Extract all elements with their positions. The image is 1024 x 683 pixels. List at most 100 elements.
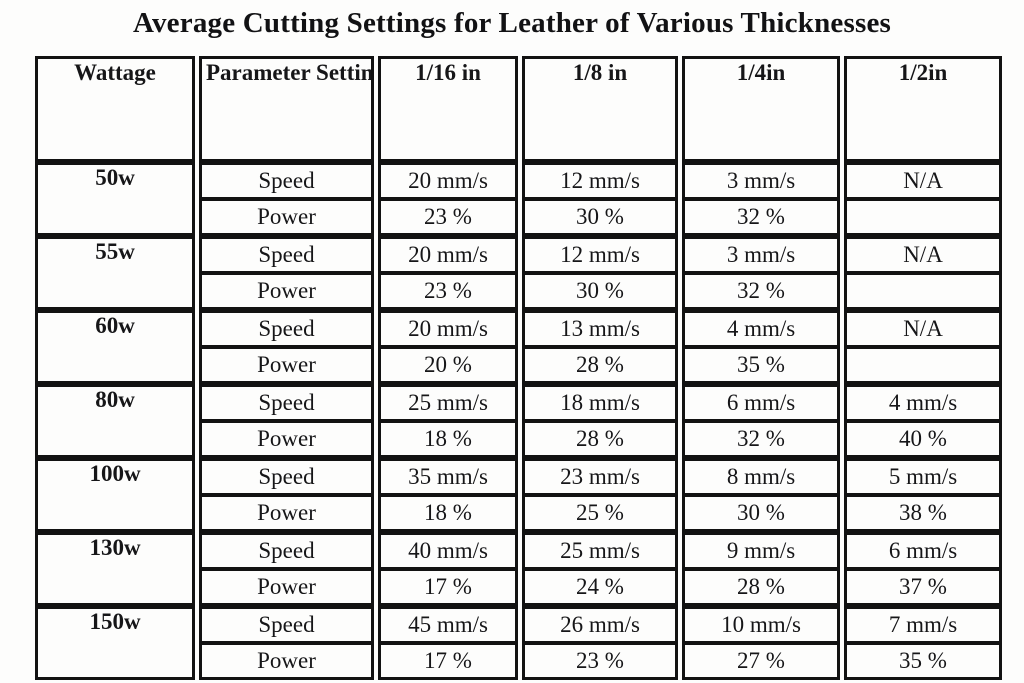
wattage-cell: 55w [35, 236, 195, 310]
value-cell: 3 mm/s [682, 236, 840, 273]
value-cell: 30 % [682, 495, 840, 532]
param-label-cell: Power [199, 495, 374, 532]
value-cell: 13 mm/s [522, 310, 678, 347]
value-cell: 38 % [844, 495, 1002, 532]
param-label-cell: Power [199, 199, 374, 236]
param-label-cell: Speed [199, 458, 374, 495]
value-cell: 24 % [522, 569, 678, 606]
value-cell: 9 mm/s [682, 532, 840, 569]
value-cell: 23 % [378, 199, 518, 236]
value-cell: 25 mm/s [522, 532, 678, 569]
value-cell: 7 mm/s [844, 606, 1002, 643]
header-1-2in: 1/2in [844, 56, 1002, 162]
wattage-cell: 50w [35, 162, 195, 236]
value-cell: N/A [844, 162, 1002, 199]
header-wattage: Wattage [35, 56, 195, 162]
param-label-cell: Speed [199, 384, 374, 421]
value-cell: 25 % [522, 495, 678, 532]
value-cell: 28 % [682, 569, 840, 606]
value-cell: 18 mm/s [522, 384, 678, 421]
table-row: Power 17 % 24 % 28 % 37 % [35, 569, 1002, 606]
value-cell: 23 % [378, 273, 518, 310]
table-title: Average Cutting Settings for Leather of … [132, 7, 892, 39]
param-label-cell: Speed [199, 532, 374, 569]
table-row: Power 17 % 23 % 27 % 35 % [35, 643, 1002, 680]
value-cell: 3 mm/s [682, 162, 840, 199]
value-cell: 30 % [522, 273, 678, 310]
table-row: 130w Speed 40 mm/s 25 mm/s 9 mm/s 6 mm/s [35, 532, 1002, 606]
table-row: Power 18 % 25 % 30 % 38 % [35, 495, 1002, 532]
value-cell [844, 347, 1002, 384]
value-cell: N/A [844, 236, 1002, 273]
header-row: Wattage Parameter Settings 1/16 in 1/8 i… [35, 56, 1002, 162]
value-cell [844, 273, 1002, 310]
table-row: Power 20 % 28 % 35 % [35, 347, 1002, 384]
header-1-4in: 1/4in [682, 56, 840, 162]
param-label-cell: Speed [199, 162, 374, 199]
table-row: 80w Speed 25 mm/s 18 mm/s 6 mm/s 4 mm/s [35, 384, 1002, 458]
param-label-cell: Power [199, 273, 374, 310]
value-cell: 45 mm/s [378, 606, 518, 643]
value-cell: 32 % [682, 273, 840, 310]
value-cell: 10 mm/s [682, 606, 840, 643]
value-cell: N/A [844, 310, 1002, 347]
header-1-8in: 1/8 in [522, 56, 678, 162]
value-cell: 4 mm/s [844, 384, 1002, 421]
wattage-cell: 130w [35, 532, 195, 606]
param-label-cell: Speed [199, 236, 374, 273]
value-cell: 40 mm/s [378, 532, 518, 569]
value-cell: 8 mm/s [682, 458, 840, 495]
param-label-cell: Power [199, 569, 374, 606]
value-cell: 30 % [522, 199, 678, 236]
value-cell: 35 mm/s [378, 458, 518, 495]
header-parameter-settings: Parameter Settings [199, 56, 374, 162]
value-cell: 20 mm/s [378, 236, 518, 273]
value-cell: 23 % [522, 643, 678, 680]
value-cell [844, 199, 1002, 236]
table-row: 55w Speed 20 mm/s 12 mm/s 3 mm/s N/A [35, 236, 1002, 310]
param-label-cell: Speed [199, 606, 374, 643]
value-cell: 28 % [522, 347, 678, 384]
value-cell: 35 % [682, 347, 840, 384]
header-1-16in: 1/16 in [378, 56, 518, 162]
value-cell: 6 mm/s [682, 384, 840, 421]
value-cell: 4 mm/s [682, 310, 840, 347]
wattage-cell: 80w [35, 384, 195, 458]
cutting-settings-table: Wattage Parameter Settings 1/16 in 1/8 i… [31, 56, 1006, 680]
param-label-cell: Speed [199, 310, 374, 347]
value-cell: 27 % [682, 643, 840, 680]
value-cell: 18 % [378, 421, 518, 458]
value-cell: 18 % [378, 495, 518, 532]
wattage-cell: 150w [35, 606, 195, 680]
value-cell: 28 % [522, 421, 678, 458]
value-cell: 32 % [682, 199, 840, 236]
table-row: Power 23 % 30 % 32 % [35, 199, 1002, 236]
table-row: 60w Speed 20 mm/s 13 mm/s 4 mm/s N/A [35, 310, 1002, 384]
table-row: Power 23 % 30 % 32 % [35, 273, 1002, 310]
value-cell: 26 mm/s [522, 606, 678, 643]
value-cell: 20 % [378, 347, 518, 384]
value-cell: 40 % [844, 421, 1002, 458]
table-row: 150w Speed 45 mm/s 26 mm/s 10 mm/s 7 mm/… [35, 606, 1002, 680]
value-cell: 20 mm/s [378, 310, 518, 347]
wattage-cell: 60w [35, 310, 195, 384]
table-row: 50w Speed 20 mm/s 12 mm/s 3 mm/s N/A [35, 162, 1002, 236]
table-row: 100w Speed 35 mm/s 23 mm/s 8 mm/s 5 mm/s [35, 458, 1002, 532]
value-cell: 5 mm/s [844, 458, 1002, 495]
value-cell: 12 mm/s [522, 162, 678, 199]
param-label-cell: Power [199, 421, 374, 458]
param-label-cell: Power [199, 347, 374, 384]
wattage-cell: 100w [35, 458, 195, 532]
value-cell: 32 % [682, 421, 840, 458]
value-cell: 12 mm/s [522, 236, 678, 273]
value-cell: 17 % [378, 643, 518, 680]
value-cell: 37 % [844, 569, 1002, 606]
value-cell: 6 mm/s [844, 532, 1002, 569]
value-cell: 17 % [378, 569, 518, 606]
table-row: Power 18 % 28 % 32 % 40 % [35, 421, 1002, 458]
value-cell: 20 mm/s [378, 162, 518, 199]
value-cell: 23 mm/s [522, 458, 678, 495]
param-label-cell: Power [199, 643, 374, 680]
value-cell: 25 mm/s [378, 384, 518, 421]
